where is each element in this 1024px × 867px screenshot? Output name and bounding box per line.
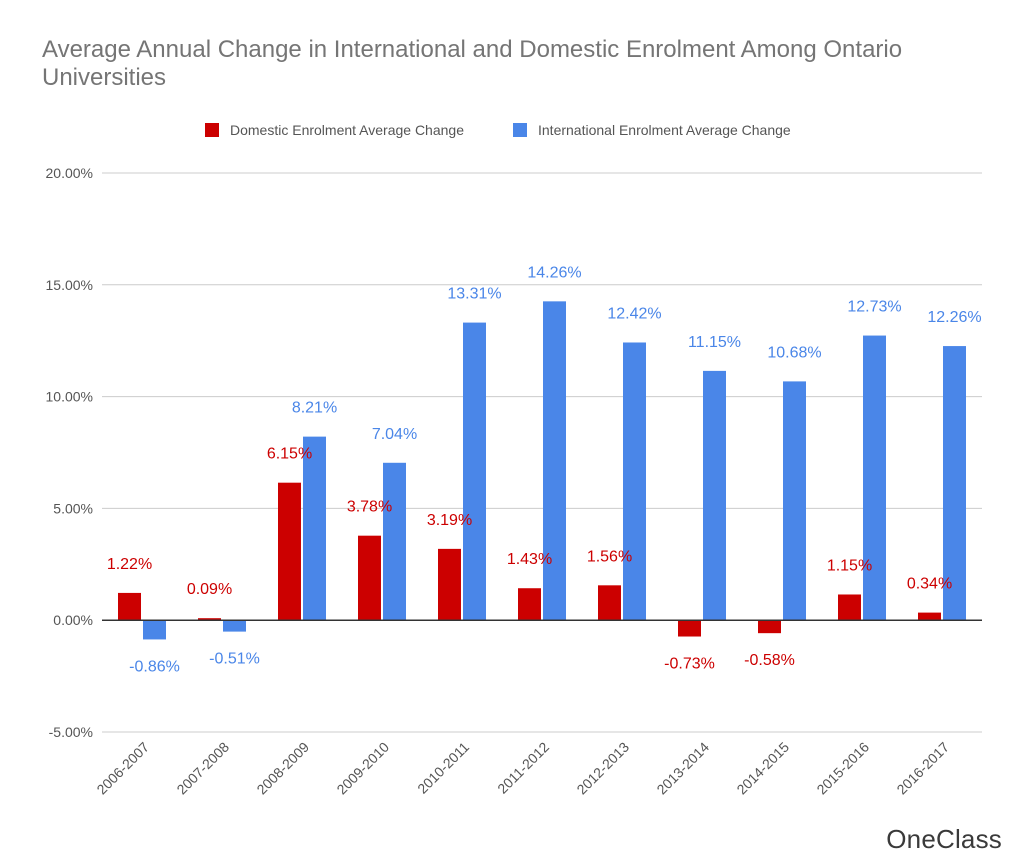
- data-label: 0.34%: [907, 576, 952, 593]
- bar-international: [623, 342, 646, 621]
- y-tick-label: 0.00%: [53, 612, 93, 628]
- bar-international: [383, 462, 406, 621]
- bar-international: [143, 620, 166, 640]
- y-tick-label: 10.00%: [46, 389, 93, 405]
- x-tick-label: 2008-2009: [253, 739, 312, 798]
- bar-domestic: [358, 535, 381, 621]
- bar-domestic: [678, 620, 701, 637]
- data-label: -0.58%: [744, 652, 795, 669]
- data-label: 1.15%: [827, 557, 872, 574]
- gridlines: [102, 172, 982, 733]
- bar-domestic: [758, 620, 781, 634]
- data-labels: 1.22% -0.86% 0.09% -0.51% 6.15% 8.21% 3.78% 7.0…: [107, 264, 982, 675]
- legend-label: Domestic Enrolment Average Change: [230, 122, 464, 138]
- bar-domestic: [838, 594, 861, 621]
- bar-international: [943, 346, 966, 621]
- data-label: 14.26%: [527, 264, 581, 281]
- bar-international: [303, 436, 326, 621]
- bar-domestic: [278, 482, 301, 621]
- x-tick-label: 2013-2014: [653, 739, 712, 798]
- bar-domestic: [598, 585, 621, 621]
- bar-international: [703, 370, 726, 621]
- bar-international: [783, 381, 806, 621]
- data-label: 12.42%: [607, 305, 661, 322]
- y-tick-label: 15.00%: [46, 277, 93, 293]
- oneclass-logo: OneClass: [886, 824, 1002, 854]
- y-tick-label: -5.00%: [49, 724, 93, 740]
- data-label: 1.43%: [507, 551, 552, 568]
- data-label: 12.73%: [847, 299, 901, 316]
- data-label: 3.78%: [347, 499, 392, 516]
- x-tick-label: 2016-2017: [893, 739, 952, 798]
- data-label: 13.31%: [447, 286, 501, 303]
- bar-international: [223, 620, 246, 632]
- data-label: 3.19%: [427, 512, 472, 529]
- y-tick-label: 5.00%: [53, 500, 93, 516]
- data-label: 12.26%: [927, 309, 981, 326]
- bar-domestic: [918, 612, 941, 621]
- x-tick-label: 2010-2011: [414, 739, 472, 797]
- legend-swatch: [513, 123, 527, 137]
- x-tick-label: 2014-2015: [733, 739, 792, 798]
- chart-title: Average Annual Change in International a…: [42, 36, 903, 91]
- data-label: 6.15%: [267, 446, 312, 463]
- x-axis-ticks: 2006-2007 2007-2008 2008-2009 2009-2010 2010…: [93, 739, 952, 798]
- data-label: 7.04%: [372, 426, 417, 443]
- bars: [118, 301, 966, 640]
- x-tick-label: 2006-2007: [93, 739, 152, 798]
- data-label: 1.56%: [587, 548, 632, 565]
- data-label: -0.51%: [209, 651, 260, 668]
- y-axis-ticks: 20.00% 15.00% 10.00% 5.00% 0.00% -5.00%: [46, 165, 93, 740]
- data-label: 8.21%: [292, 400, 337, 417]
- bar-international: [463, 322, 486, 621]
- legend: Domestic Enrolment Average Change Interna…: [205, 122, 791, 138]
- x-tick-label: 2007-2008: [173, 739, 232, 798]
- data-label: 0.09%: [187, 581, 232, 598]
- data-label: -0.86%: [129, 658, 180, 675]
- x-tick-label: 2015-2016: [813, 739, 872, 798]
- y-tick-label: 20.00%: [46, 165, 93, 181]
- data-label: 10.68%: [767, 344, 821, 361]
- legend-swatch: [205, 123, 219, 137]
- bar-international: [863, 335, 886, 621]
- bar-international: [543, 301, 566, 621]
- data-label: 1.22%: [107, 556, 152, 573]
- bar-domestic: [118, 592, 141, 621]
- bar-domestic: [198, 618, 221, 621]
- data-label: 11.15%: [688, 334, 741, 351]
- bar-domestic: [438, 548, 461, 621]
- legend-label: International Enrolment Average Change: [538, 122, 791, 138]
- x-tick-label: 2012-2013: [573, 739, 632, 798]
- bar-domestic: [518, 588, 541, 621]
- data-label: -0.73%: [664, 656, 715, 673]
- x-tick-label: 2009-2010: [333, 739, 392, 798]
- x-tick-label: 2011-2012: [494, 739, 552, 797]
